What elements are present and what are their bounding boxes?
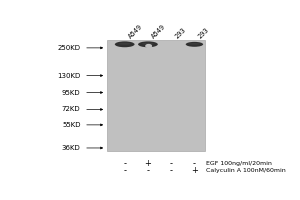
Text: 95KD: 95KD	[62, 90, 80, 96]
Text: +: +	[191, 166, 198, 175]
Text: -: -	[170, 166, 173, 175]
Ellipse shape	[115, 41, 135, 47]
Text: A549: A549	[127, 23, 143, 39]
Ellipse shape	[142, 43, 154, 45]
Text: 130KD: 130KD	[57, 73, 80, 79]
Text: -: -	[123, 166, 126, 175]
Text: 36KD: 36KD	[62, 145, 80, 151]
Text: 72KD: 72KD	[62, 106, 80, 112]
Text: EGF 100ng/ml/20min: EGF 100ng/ml/20min	[206, 161, 272, 166]
Text: 293: 293	[197, 26, 210, 39]
Text: 55KD: 55KD	[62, 122, 80, 128]
Ellipse shape	[145, 44, 152, 48]
Ellipse shape	[186, 42, 203, 47]
Ellipse shape	[189, 43, 200, 45]
Ellipse shape	[119, 43, 130, 45]
Text: -: -	[146, 166, 149, 175]
Text: 293: 293	[173, 26, 187, 39]
Text: -: -	[123, 159, 126, 168]
Text: Calyculin A 100nM/60min: Calyculin A 100nM/60min	[206, 168, 286, 173]
Ellipse shape	[138, 41, 158, 47]
Text: 250KD: 250KD	[58, 45, 80, 51]
Text: -: -	[193, 159, 196, 168]
Text: +: +	[145, 159, 152, 168]
Bar	[107, 40, 205, 151]
Text: -: -	[170, 159, 173, 168]
Text: A549: A549	[150, 23, 167, 39]
